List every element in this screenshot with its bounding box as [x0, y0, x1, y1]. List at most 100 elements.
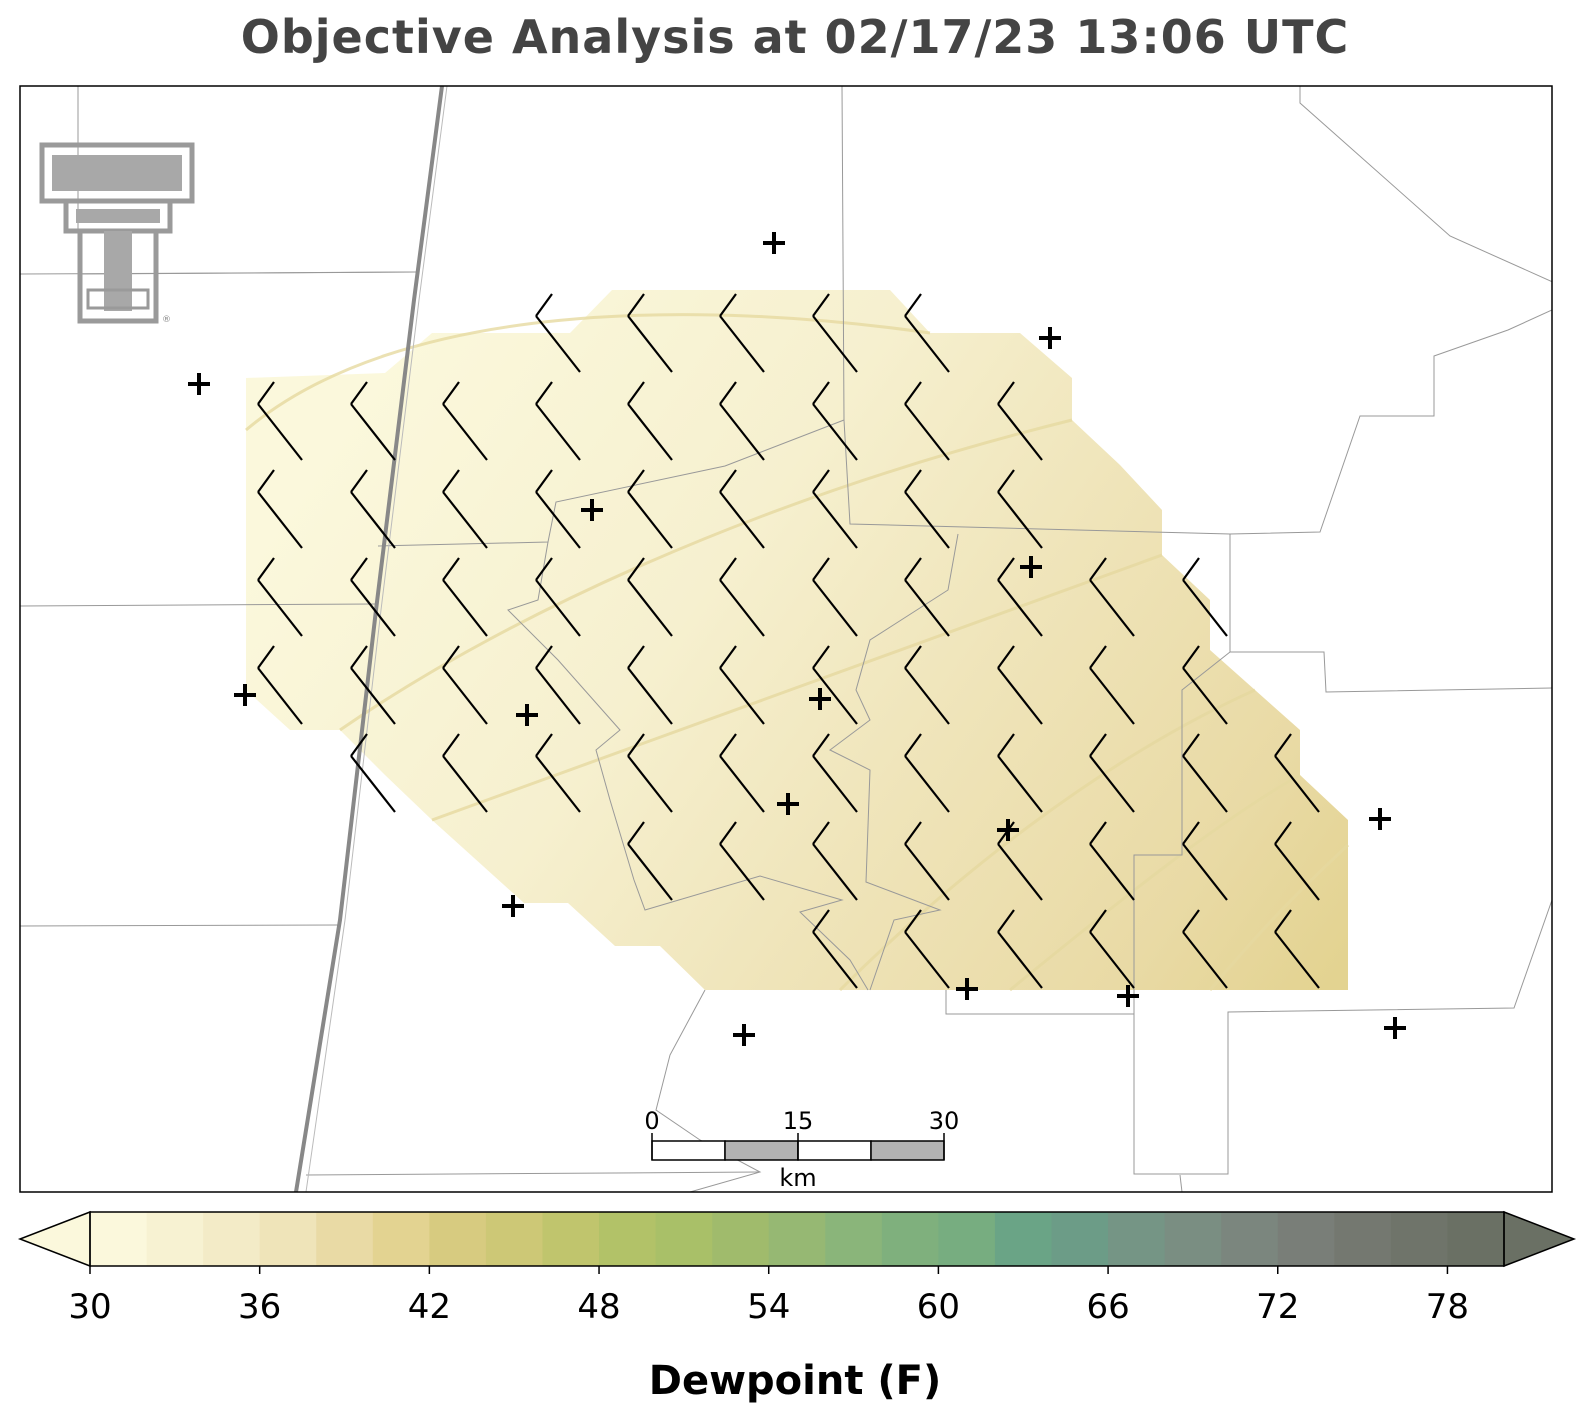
colorbar-segment [1221, 1212, 1279, 1266]
station-marker [809, 688, 831, 710]
wind-barb [257, 469, 303, 549]
colorbar-segment [1447, 1212, 1505, 1266]
colorbar-tick-label: 54 [747, 1287, 790, 1327]
wind-barb [1182, 909, 1228, 989]
wind-barb [812, 909, 858, 989]
colorbar-extend-high [1503, 1210, 1577, 1268]
colorbar-tick-label: 42 [408, 1287, 451, 1327]
wind-barb [627, 557, 673, 637]
wind-barb [627, 293, 673, 373]
wind-barb [1182, 821, 1228, 901]
map-title: Objective Analysis at 02/17/23 13:06 UTC [240, 10, 1350, 64]
wind-barb [812, 293, 858, 373]
colorbar-segment [316, 1212, 374, 1266]
wind-barb [904, 557, 950, 637]
wind-barb [350, 733, 396, 813]
scale-unit: km [779, 1164, 816, 1192]
wind-barb [535, 557, 581, 637]
wind-barb [904, 293, 950, 373]
colorbar-segment [372, 1212, 430, 1266]
dewpoint-colorbar: 30 36 42 48 54 60 66 72 78 [17, 1210, 1577, 1327]
colorbar-extend-low [17, 1210, 91, 1268]
wind-barb [257, 645, 303, 725]
wind-barb [442, 645, 488, 725]
wind-barb [719, 557, 765, 637]
wind-barb [350, 557, 396, 637]
scale-label-30: 30 [929, 1107, 960, 1135]
wind-barb [350, 645, 396, 725]
wind-barb [812, 733, 858, 813]
wind-barb [997, 645, 1043, 725]
wind-barb [719, 821, 765, 901]
station-marker [1117, 985, 1139, 1007]
wind-barb [1182, 645, 1228, 725]
wind-barb [1274, 733, 1320, 813]
colorbar-segment [938, 1212, 996, 1266]
station-marker [1039, 327, 1061, 349]
wind-barb [1089, 909, 1135, 989]
colorbar-segment [768, 1212, 826, 1266]
station-marker [1384, 1017, 1406, 1039]
wind-barb [812, 645, 858, 725]
colorbar-segment [146, 1212, 204, 1266]
wind-barb [1089, 821, 1135, 901]
wind-barb [812, 557, 858, 637]
station-marker [763, 232, 785, 254]
wind-barb [812, 821, 858, 901]
wind-barb [627, 821, 673, 901]
colorbar-segment [1277, 1212, 1335, 1266]
scale-bar: 0 15 30 km [644, 1107, 959, 1192]
colorbar-tick-label: 36 [238, 1287, 281, 1327]
wind-barb [1274, 909, 1320, 989]
wind-barb [719, 469, 765, 549]
wind-barb [1274, 821, 1320, 901]
station-markers [188, 232, 1406, 1046]
station-marker [777, 793, 799, 815]
wind-barb [719, 733, 765, 813]
county-boundaries [20, 86, 1552, 1192]
station-marker [1369, 808, 1391, 830]
colorbar-segment [259, 1212, 317, 1266]
wind-barb [904, 909, 950, 989]
wind-barb [904, 381, 950, 461]
colorbar-segment [1051, 1212, 1109, 1266]
wind-barb [257, 557, 303, 637]
wind-barb [1182, 733, 1228, 813]
wind-barb [1182, 557, 1228, 637]
colorbar-label: Dewpoint (F) [648, 1358, 942, 1404]
wind-barbs [257, 293, 1320, 989]
wind-barb [997, 557, 1043, 637]
wind-barb [1089, 557, 1135, 637]
state-boundary [294, 86, 444, 1192]
wind-barb [535, 645, 581, 725]
wind-barb [535, 733, 581, 813]
colorbar-tick-label: 66 [1086, 1287, 1129, 1327]
colorbar-segment [712, 1212, 770, 1266]
wind-barb [627, 469, 673, 549]
wind-barb [350, 381, 396, 461]
station-marker [502, 895, 524, 917]
colorbar-segment [994, 1212, 1053, 1266]
station-marker [733, 1024, 755, 1046]
colorbar-segment [881, 1212, 939, 1266]
station-marker [956, 978, 978, 1000]
dewpoint-contours [245, 313, 1350, 992]
wind-barb [904, 733, 950, 813]
scale-label-15: 15 [783, 1107, 814, 1135]
map-frame [19, 85, 1553, 1193]
colorbar-segment [1108, 1212, 1166, 1266]
wind-barb [904, 645, 950, 725]
wind-barb [904, 469, 950, 549]
wind-barb [442, 381, 488, 461]
colorbar-segment [90, 1212, 148, 1266]
colorbar-tick-label: 48 [577, 1287, 620, 1327]
wind-barb [535, 381, 581, 461]
colorbar-segment [485, 1212, 544, 1266]
wind-barb [997, 733, 1043, 813]
wind-barb [442, 557, 488, 637]
wind-barb [812, 469, 858, 549]
colorbar-segment [1390, 1212, 1449, 1266]
station-marker [581, 499, 603, 521]
texas-tech-double-t-logo: ® [39, 142, 195, 325]
